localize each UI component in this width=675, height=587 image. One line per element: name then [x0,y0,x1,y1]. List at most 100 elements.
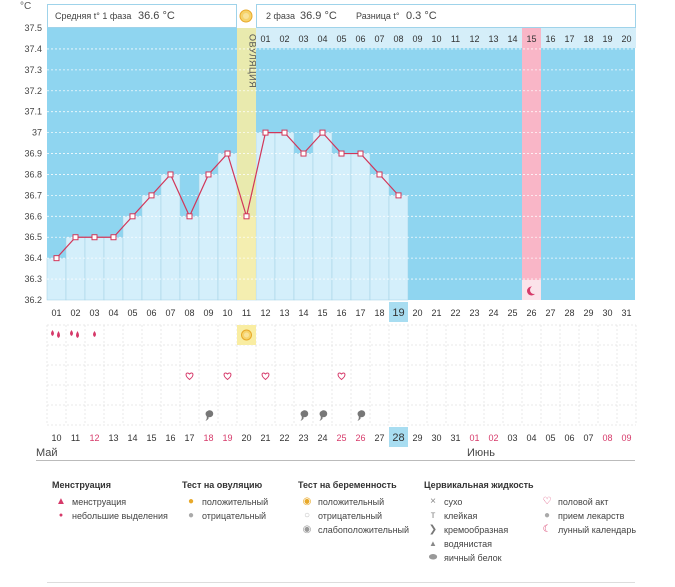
y-tick-label: 37.1 [24,107,42,117]
temperature-point [110,234,117,241]
cycle-day-label: 15 [317,308,327,318]
legend-menstruation: Менструация ▲ менструация ● небольшие выде… [52,480,168,523]
y-tick-label: 37 [32,128,42,138]
unit-label: °C [20,1,31,12]
small-drop-icon [93,331,96,337]
legend-cervical-title: Цервикальная жидкость [424,480,534,490]
heart-icon [337,372,346,381]
cycle-day-label: 25 [507,308,517,318]
heart-icon [261,372,270,381]
calendar-date-label: 20 [241,433,251,443]
y-tick-label: 36.7 [24,190,42,200]
temperature-bar [84,236,105,301]
phase2-day-label: 05 [336,34,346,44]
temperature-point [262,129,269,136]
temperature-point [338,150,345,157]
moon-icon: ☾ [542,524,552,535]
cycle-day-label: 27 [545,308,555,318]
temperature-point [357,150,364,157]
cycle-day-label: 11 [242,308,251,318]
phase2-label: 2 фаза [266,11,295,21]
temperature-point [148,192,155,199]
ovulation-sun-icon [239,9,253,23]
temperature-point [224,150,231,157]
cycle-day-label: 08 [184,308,194,318]
legend-other-title [538,480,636,490]
phase2-day-label: 19 [602,34,612,44]
legend-item: ♡ половой акт [538,495,636,509]
pill-icon: ● [543,510,551,521]
legend-item: ○ отрицательный [298,509,409,523]
temperature-point [281,129,288,136]
phase2-day-label: 14 [507,34,517,44]
calendar-date-label: 22 [279,433,289,443]
temperature-bar [331,153,352,301]
calendar-date-label: 03 [507,433,517,443]
temperature-point [319,129,326,136]
cycle-day-label: 03 [89,308,99,318]
y-tick-label: 37.4 [24,44,42,54]
creamy-icon [205,410,214,421]
legend-item: ◉ слабоположительный [298,523,409,537]
calendar-date-label: 21 [260,433,270,443]
legend-item: ⬬ яичный белок [424,551,534,565]
y-tick-label: 36.5 [24,232,42,242]
calendar-date-label: 12 [89,433,99,443]
legend-item: × сухо [424,495,534,509]
heart-icon [185,372,194,381]
sun-positive-icon-core [244,332,249,338]
temperature-bar [103,236,124,301]
pregnancy-positive-icon: ◉ [302,496,312,507]
watery-icon: ▲ [429,539,437,548]
calendar-date-label: 18 [203,433,213,443]
temperature-bar [293,153,314,301]
cycle-day-label: 20 [412,308,422,318]
calendar-date-label: 10 [51,433,61,443]
phase2-day-label: 18 [583,34,593,44]
phase2-header-row [256,28,636,48]
bottom-divider [47,582,635,583]
phase2-value: 36.9 °C [300,10,337,22]
creamy-icon [319,410,328,421]
phase2-day-label: 07 [374,34,384,44]
cycle-day-label: 19 [392,307,404,319]
calendar-date-label: 09 [621,433,631,443]
phase2-day-label: 04 [317,34,327,44]
y-tick-label: 36.6 [24,211,42,221]
phase2-day-label: 02 [279,34,289,44]
temperature-bar [388,195,409,301]
calendar-date-label: 14 [127,433,137,443]
temperature-point [376,171,383,178]
legend-item: т клейкая [424,509,534,523]
cycle-day-label: 23 [469,308,479,318]
cycle-day-label: 07 [165,308,175,318]
temperature-point [186,213,193,220]
phase2-day-label: 08 [393,34,403,44]
cycle-day-label: 02 [70,308,80,318]
month-may: Май [36,447,58,459]
menstruation-drop-icon [51,330,60,338]
diff-value: 0.3 °C [406,10,437,22]
calendar-date-label: 24 [317,433,327,443]
cycle-day-label: 13 [279,308,289,318]
menstruation-drop-icon [70,330,79,338]
temperature-point [53,255,60,262]
legend-pregnancy-test-title: Тест на беременность [298,480,397,490]
today-highlight [389,427,408,447]
legend-item: ❯ кремообразная [424,523,534,537]
calendar-date-label: 01 [469,433,479,443]
legend-item: ◉ положительный [298,495,409,509]
calendar-date-label: 23 [298,433,308,443]
cycle-day-label: 17 [355,308,365,318]
y-tick-label: 37.5 [24,23,42,33]
current-day-highlight [389,302,408,322]
cycle-day-label: 29 [583,308,593,318]
egg-white-icon: ⬬ [428,552,438,563]
temperature-point [243,213,250,220]
calendar-date-label: 13 [108,433,118,443]
calendar-date-label: 16 [165,433,175,443]
y-tick-label: 36.8 [24,169,42,179]
sun-positive-icon: ● [187,496,195,507]
phase1-value: 36.6 °C [138,10,175,22]
